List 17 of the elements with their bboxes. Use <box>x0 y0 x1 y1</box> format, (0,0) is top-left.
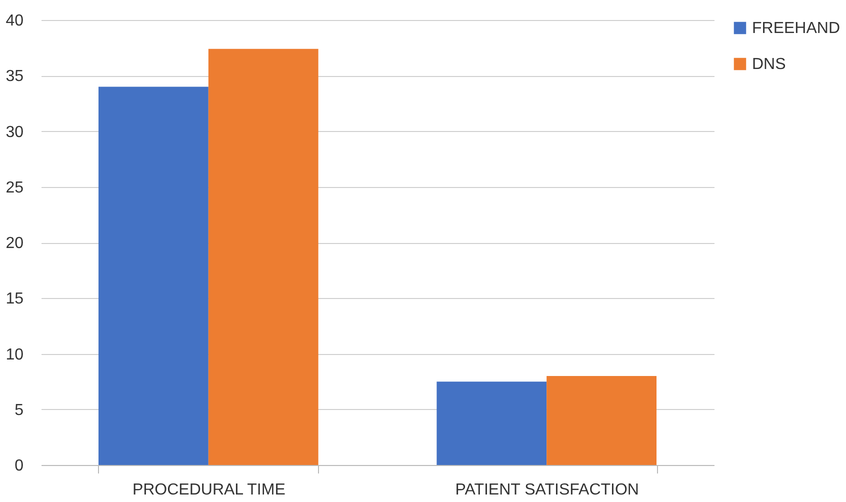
x-tick-label: PATIENT SATISFACTION <box>455 482 639 498</box>
x-tick-label: PROCEDURAL TIME <box>132 482 286 498</box>
y-tick-label: 30 <box>6 124 24 141</box>
bar <box>98 86 208 465</box>
legend-label: FREEHAND <box>752 20 840 37</box>
y-tick-label: 40 <box>6 12 24 30</box>
y-tick-label: 5 <box>14 402 24 419</box>
y-tick-label: 25 <box>6 179 24 196</box>
bar <box>208 48 318 465</box>
legend-label: DNS <box>752 56 786 73</box>
y-tick-label: 15 <box>6 290 24 308</box>
bar <box>436 382 547 465</box>
y-tick-label: 35 <box>6 68 24 86</box>
y-tick-label: 0 <box>14 458 24 474</box>
y-tick-label: 20 <box>6 235 24 252</box>
bar <box>546 376 657 465</box>
y-tick-label: 10 <box>6 346 24 364</box>
